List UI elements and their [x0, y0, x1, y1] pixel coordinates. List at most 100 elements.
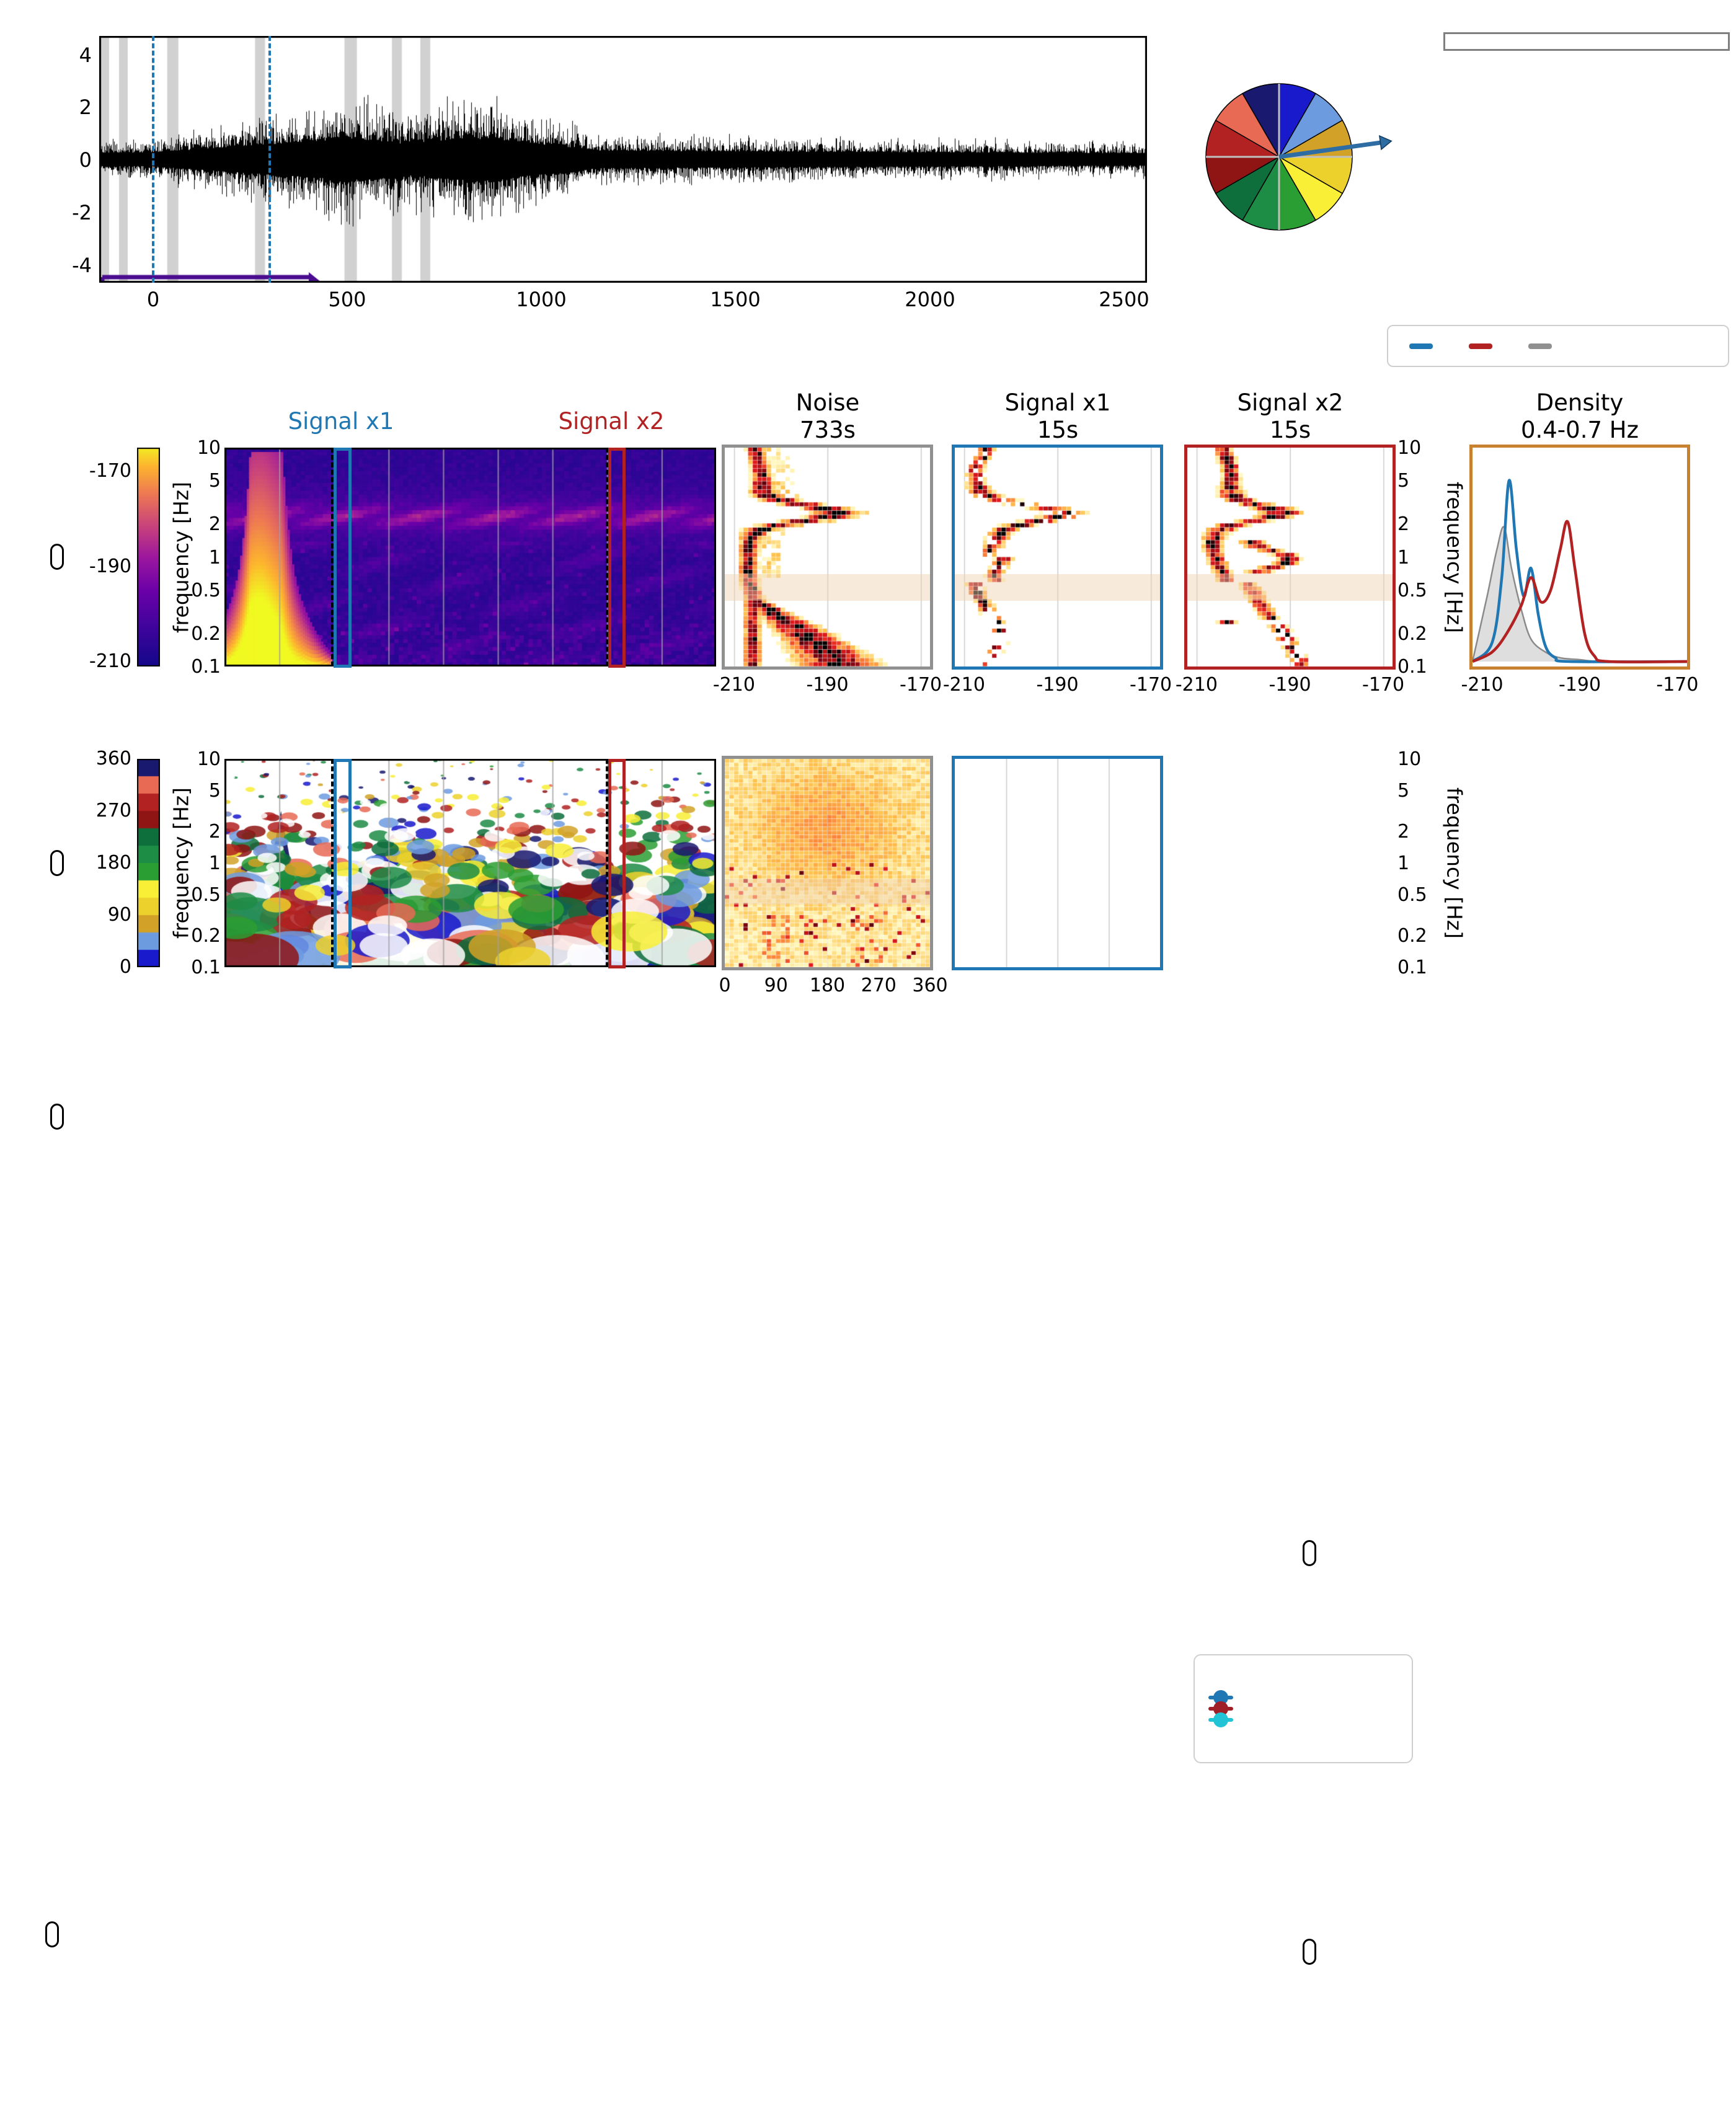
freq-tick-right: 0.5	[1397, 579, 1427, 601]
hist-xtick: -210	[942, 674, 985, 696]
spec-window-dash-row0	[605, 448, 608, 666]
hist-xtick: -210	[712, 674, 755, 696]
freq-tick-right: 10	[1397, 437, 1422, 459]
spec-window-x1-row0	[334, 448, 352, 668]
a-ytick: -4	[72, 254, 92, 277]
spec-window-dash-row0	[331, 448, 334, 666]
spec-title-x1: Signal x1	[288, 408, 394, 435]
baz-compass-pie	[1205, 83, 1353, 231]
col-title-1-l1: Signal x1	[1004, 389, 1111, 416]
freq-tick-right: 0.2	[1397, 925, 1427, 947]
a-ytick: 4	[79, 43, 92, 67]
freq-tick-right: 0.5	[1397, 884, 1427, 906]
freq-tick-left: 10	[197, 748, 221, 770]
hist-xtick: 90	[764, 975, 788, 996]
freq-tick-right: 2	[1397, 821, 1410, 843]
spec-window-dash-row1	[605, 759, 608, 967]
cbar-tick: 180	[95, 852, 131, 874]
a-ytick: 0	[79, 148, 92, 172]
a-xtick: 500	[328, 288, 366, 311]
row-label-azimuth	[50, 850, 64, 876]
hist-xtick: 0	[719, 975, 731, 996]
legend-item-p-from-signal-s	[1208, 1701, 1244, 1716]
row-label-amplitude	[50, 544, 64, 570]
density-xtick: -190	[1558, 674, 1601, 696]
freq-tick-left: 0.2	[191, 622, 221, 645]
freq-tick-left: 5	[208, 470, 221, 492]
a-xtick: 1000	[516, 288, 567, 311]
x2-legend-swatch	[1469, 343, 1492, 349]
freq-tick-left: 0.2	[191, 925, 221, 947]
freq-tick-left: 2	[208, 821, 221, 843]
col-title-3-l1: Density	[1536, 389, 1624, 416]
hist-border-row0-col1	[952, 445, 1163, 670]
spectrogram-row1	[224, 759, 716, 967]
freq-tick-right: 2	[1397, 513, 1410, 536]
cbar-tick: 360	[95, 748, 131, 769]
p-signal-p-marker	[1208, 1690, 1233, 1705]
cbar-tick: -210	[89, 650, 131, 673]
freq-label-right-row0: frequency [Hz]	[1442, 481, 1467, 633]
freq-tick-left: 1	[208, 546, 221, 569]
hist-row0-col2	[1187, 448, 1393, 666]
col-title-2-l2: 15s	[1269, 417, 1311, 443]
freq-tick-right: 1	[1397, 852, 1410, 874]
hist-xtick: -170	[1130, 674, 1172, 696]
col-title-0-l2: 733s	[800, 417, 856, 443]
hist-xtick: -210	[1175, 674, 1218, 696]
freq-tick-right: 5	[1397, 470, 1410, 492]
freq-tick-left: 5	[208, 779, 221, 802]
freq-tick-right: 1	[1397, 546, 1410, 569]
event-info-box	[1443, 32, 1730, 51]
hist-border-row0-col2	[1184, 445, 1396, 670]
c-side-label	[45, 1921, 59, 1947]
spec-window-x1-row1	[334, 759, 352, 968]
freq-tick-right: 10	[1397, 748, 1422, 770]
cbar-tick: 0	[119, 956, 131, 978]
freq-tick-left: 0.5	[191, 579, 221, 601]
freq-tick-left: 2	[208, 513, 221, 536]
colorbar-row0	[137, 448, 160, 666]
freq-band-highlight	[725, 879, 930, 905]
colorbar-row1	[137, 759, 160, 967]
hist-xtick: 360	[912, 975, 948, 996]
freq-tick-right: 0.1	[1397, 656, 1427, 678]
hist-xtick: 270	[861, 975, 897, 996]
col-title-1-l2: 15s	[1037, 417, 1079, 443]
legend-item-p-from-signal-p	[1208, 1690, 1244, 1705]
hist-row1-col1	[955, 759, 1160, 967]
x2-pick-line	[268, 36, 271, 283]
spec-title-x2: Signal x2	[558, 408, 665, 435]
density-xtick: -210	[1461, 674, 1504, 696]
freq-tick-left: 10	[197, 437, 221, 459]
freq-tick-left: 1	[208, 852, 221, 874]
density-border-row0	[1469, 445, 1690, 670]
row-label-inclination	[50, 1104, 64, 1130]
a-xtick: 0	[146, 288, 160, 311]
cbar-tick: 90	[107, 904, 131, 926]
col-title-2-l1: Signal x2	[1237, 389, 1344, 416]
a-xtick: 2500	[1099, 288, 1149, 311]
a-xtick: 2000	[905, 288, 955, 311]
freq-tick-right: 5	[1397, 779, 1410, 802]
band-label-04-055	[1303, 1540, 1316, 1566]
baz-arrow	[1278, 135, 1393, 159]
waveform-canvas	[99, 36, 1147, 283]
freq-band-highlight	[955, 574, 1160, 601]
freq-label-right-row1: frequency [Hz]	[1442, 787, 1467, 939]
cbar-tick: 270	[95, 800, 131, 822]
col-title-3-l2: 0.4-0.7 Hz	[1520, 417, 1639, 443]
legend-item-p-from-p-plus-s	[1208, 1712, 1244, 1727]
freq-tick-left: 0.1	[191, 957, 221, 978]
hist-border-row0-col0	[722, 445, 933, 670]
hist-xtick: -170	[900, 674, 942, 696]
hist-xtick: 180	[809, 975, 846, 996]
hist-row0-col0	[725, 448, 930, 666]
hist-xtick: -190	[1036, 674, 1079, 696]
freq-tick-left: 0.1	[191, 656, 221, 678]
band-label-055-07	[1303, 1939, 1316, 1965]
spec-window-x2-row0	[608, 448, 626, 668]
hist-xtick: -190	[806, 674, 849, 696]
p-signal-s-marker	[1208, 1701, 1233, 1716]
